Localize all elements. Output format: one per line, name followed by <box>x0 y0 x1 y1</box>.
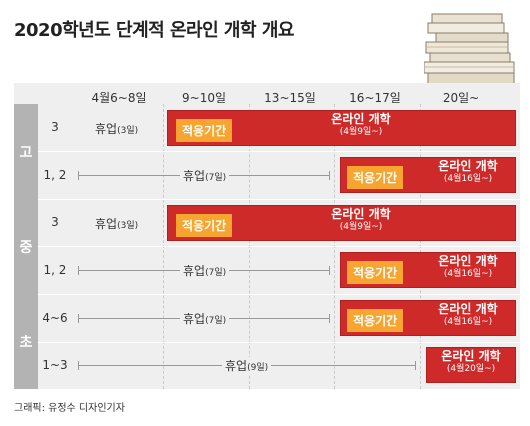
adaptation-badge: 적응기간 <box>347 261 404 284</box>
online-opening-label: 온라인 개학 (4월16일~) <box>438 159 498 185</box>
level-label-middle: 중 <box>14 199 38 294</box>
grade-middle-3: 3 <box>51 215 59 229</box>
row-separator <box>38 294 520 295</box>
row-separator <box>38 151 520 152</box>
grade-elementary-4-6: 4~6 <box>42 311 68 325</box>
grade-elementary-1-3: 1~3 <box>42 358 68 372</box>
grade-middle-1-2: 1, 2 <box>43 263 67 277</box>
adaptation-badge: 적응기간 <box>176 214 233 237</box>
break-label: 휴업(3일) <box>92 120 142 137</box>
column-header-16-17: 16~17일 <box>349 91 401 105</box>
adaptation-badge: 적응기간 <box>176 119 233 142</box>
grade-high-3: 3 <box>51 120 59 134</box>
break-label: 휴업(9일) <box>222 357 272 374</box>
online-opening-label: 온라인 개학 (4월9일~) <box>331 207 391 233</box>
online-opening-label: 온라인 개학 (4월20일~) <box>441 349 501 375</box>
online-opening-label: 온라인 개학 (4월9일~) <box>331 112 391 138</box>
grade-high-1-2: 1, 2 <box>43 168 67 182</box>
adaptation-badge: 적응기간 <box>347 166 404 189</box>
page-title: 2020학년도 단계적 온라인 개학 개요 <box>14 20 294 41</box>
graphic-credit: 그래픽: 유정수 디자인기자 <box>14 403 125 414</box>
break-label: 휴업(7일) <box>180 310 230 327</box>
column-header-9-10: 9~10일 <box>182 91 226 105</box>
column-header-13-15: 13~15일 <box>264 91 316 105</box>
online-opening-label: 온라인 개학 (4월16일~) <box>438 302 498 328</box>
break-label: 휴업(7일) <box>180 262 230 279</box>
online-opening-bar <box>426 347 516 383</box>
column-header-apr6-8: 4월6~8일 <box>91 91 147 105</box>
books-stack-icon <box>424 13 515 85</box>
level-label-high: 고 <box>14 104 38 199</box>
break-label: 휴업(3일) <box>92 215 142 232</box>
row-separator <box>38 199 520 200</box>
adaptation-badge: 적응기간 <box>347 309 404 332</box>
online-opening-label: 온라인 개학 (4월16일~) <box>438 254 498 280</box>
column-header-20-onward: 20일~ <box>442 91 480 105</box>
level-label-elementary: 초 <box>14 294 38 389</box>
row-separator <box>38 246 520 247</box>
break-label: 휴업(7일) <box>180 167 230 184</box>
row-separator <box>38 342 520 343</box>
